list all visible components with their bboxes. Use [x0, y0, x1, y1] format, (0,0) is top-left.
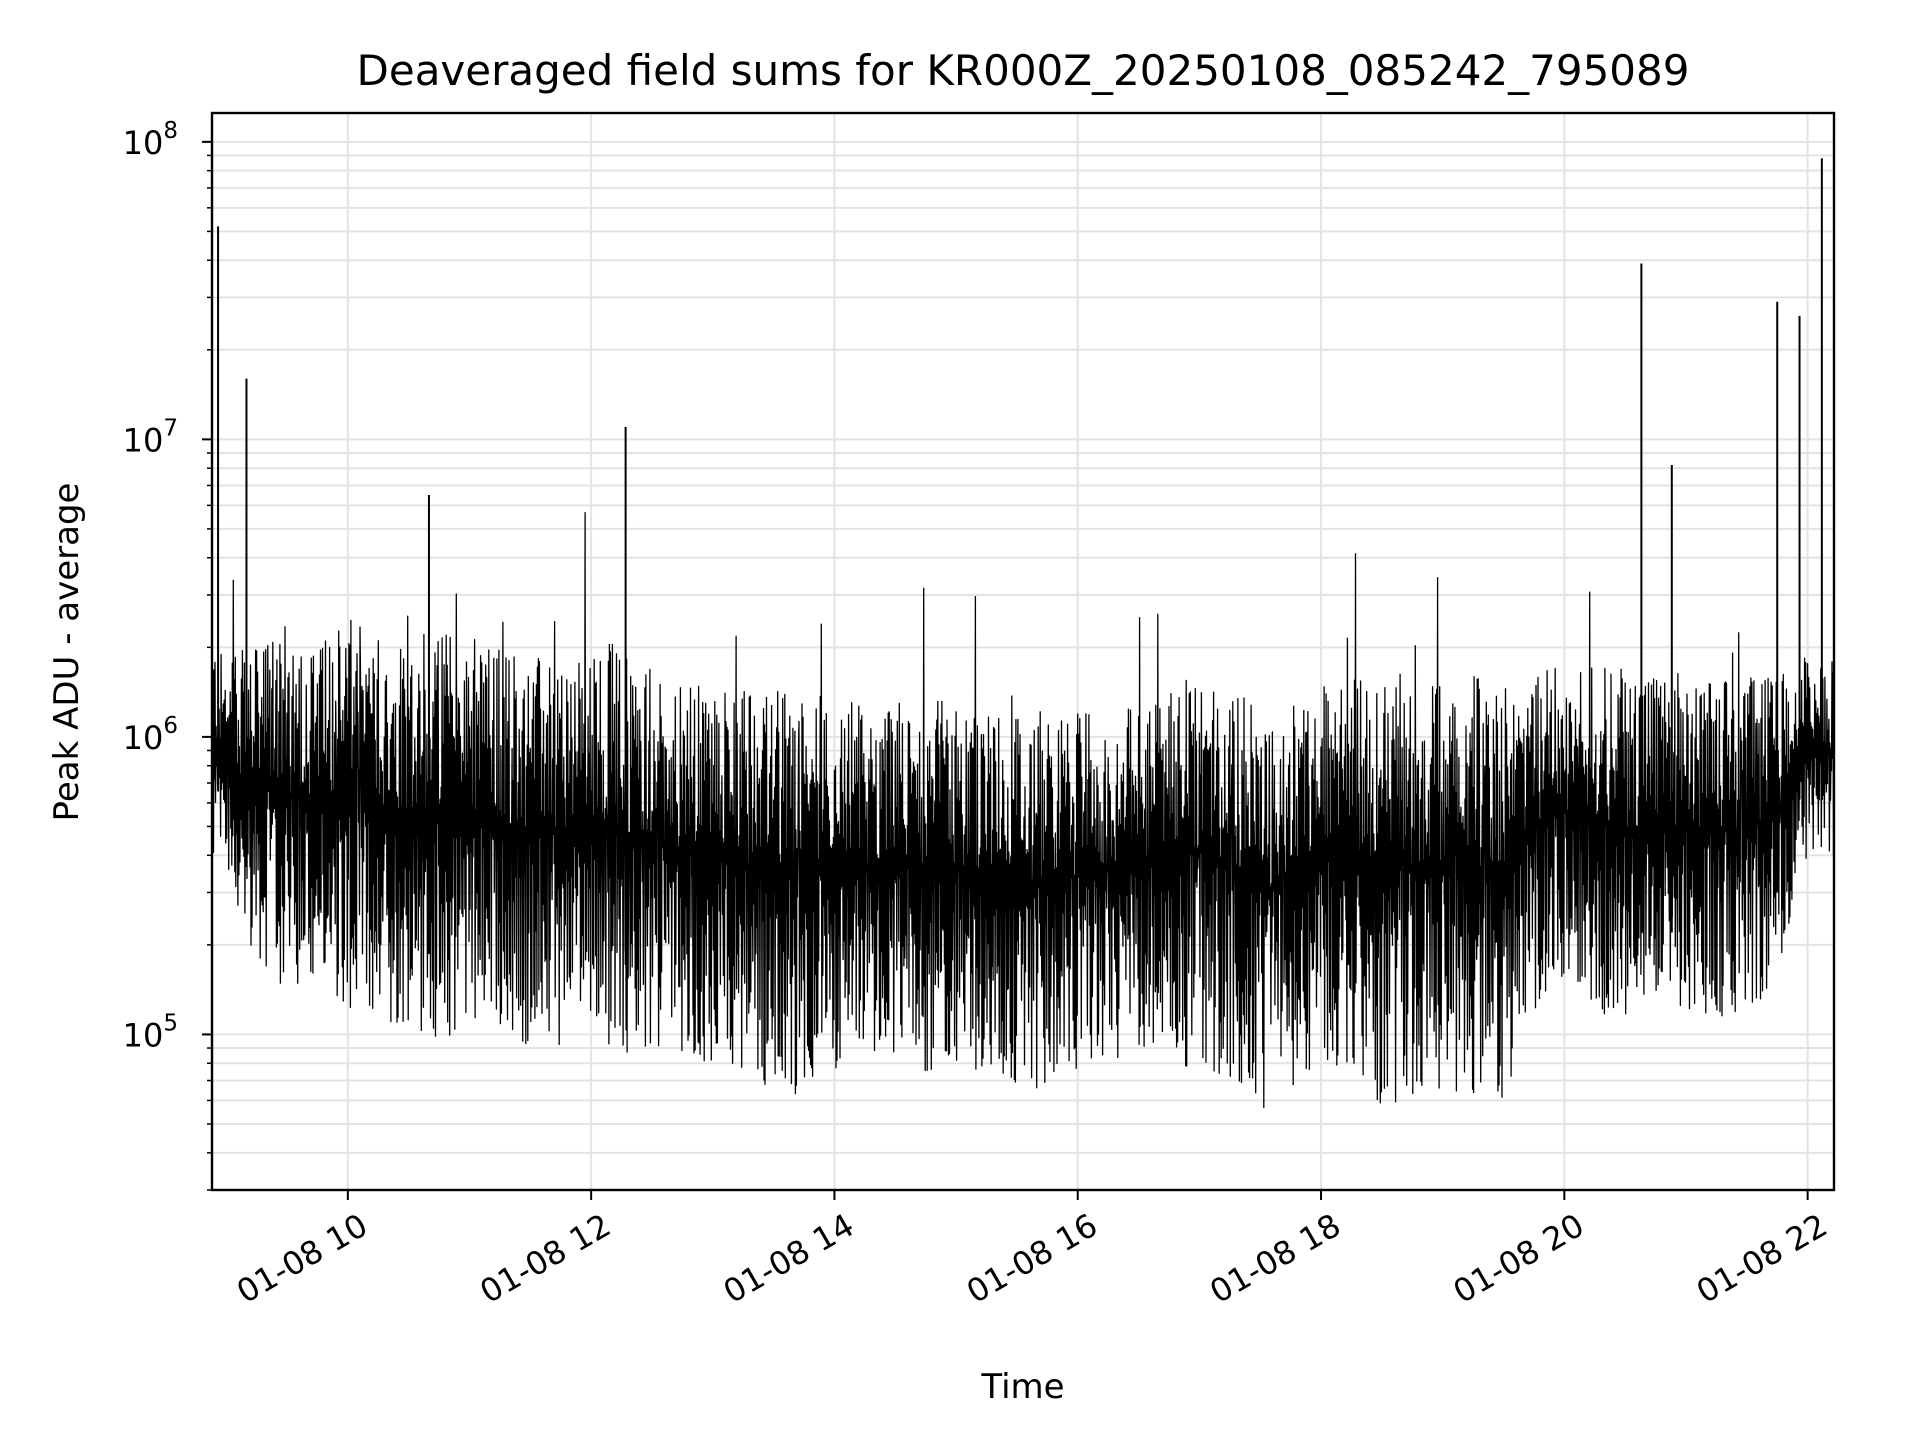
x-tick-label: 01-08 22: [1690, 1206, 1834, 1311]
x-tick-label: 01-08 20: [1447, 1206, 1591, 1311]
y-tick-base: 10: [123, 1016, 164, 1054]
y-tick-label: 105: [123, 1010, 178, 1054]
y-tick-label: 108: [123, 118, 178, 162]
y-tick-exponent: 6: [163, 713, 178, 739]
x-tick-label: 01-08 16: [960, 1206, 1104, 1311]
y-tick-label: 106: [123, 713, 178, 757]
data-layer: [211, 158, 1835, 1109]
y-tick-base: 10: [123, 719, 164, 757]
x-tick-label: 01-08 14: [717, 1206, 861, 1311]
y-tick-label: 107: [123, 415, 178, 459]
x-tick-label: 01-08 18: [1203, 1206, 1347, 1311]
series-line: [211, 512, 1835, 1109]
y-axis-label: Peak ADU - average: [47, 483, 87, 822]
y-tick-exponent: 5: [163, 1010, 178, 1036]
x-tick-label: 01-08 10: [230, 1206, 374, 1311]
y-tick-exponent: 7: [163, 415, 178, 441]
x-tick-label: 01-08 12: [474, 1206, 618, 1311]
y-tick-exponent: 8: [163, 118, 178, 144]
chart-title: Deaveraged field sums for KR000Z_2025010…: [357, 46, 1690, 95]
y-tick-base: 10: [123, 124, 164, 162]
plot-frame: [210, 111, 1836, 1192]
y-tick-base: 10: [123, 421, 164, 459]
x-axis-label: Time: [980, 1367, 1064, 1407]
